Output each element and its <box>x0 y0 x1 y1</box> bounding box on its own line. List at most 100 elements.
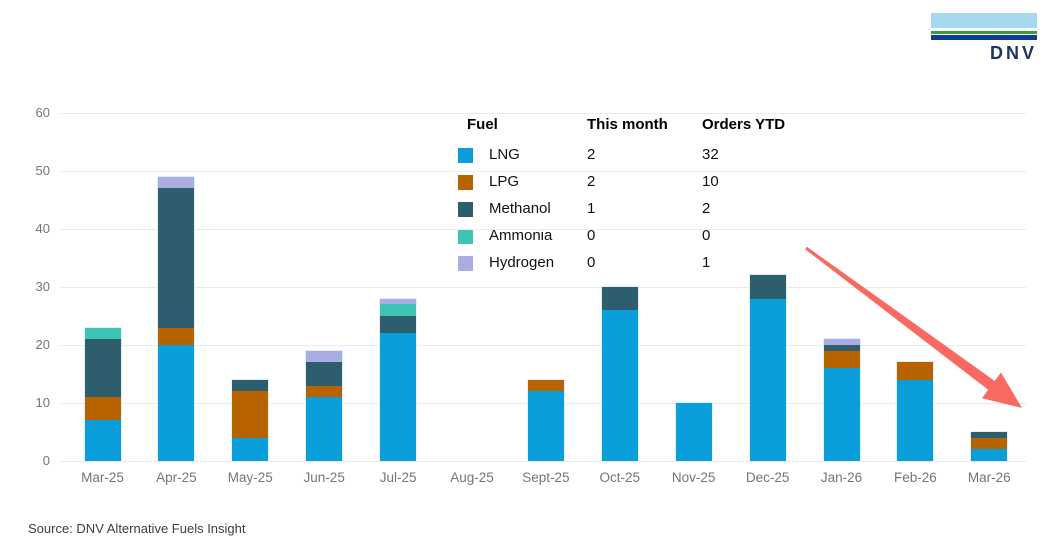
bar-segment-lpg-jan-26 <box>823 350 860 369</box>
bar-segment-lng-mar-26 <box>971 449 1008 461</box>
gridline-y-30 <box>60 287 1026 288</box>
bar-segment-lpg-mar-25 <box>84 397 121 421</box>
bar-segment-lng-sept-25 <box>527 391 564 461</box>
y-tick-label-40: 40 <box>35 221 50 236</box>
bar-jul-25 <box>379 297 418 461</box>
x-axis-label-mar-25: Mar-25 <box>81 470 124 485</box>
bar-segment-lng-jul-25 <box>380 333 417 461</box>
legend-row-methanol: Methanol 1 2 <box>458 199 818 226</box>
x-axis-label-jun-25: Jun-25 <box>303 470 345 485</box>
legend-orders-ytd-value: 1 <box>702 254 711 271</box>
bar-segment-lpg-may-25 <box>232 391 269 438</box>
y-tick-label-60: 60 <box>35 105 50 120</box>
x-axis-label-mar-26: Mar-26 <box>967 470 1011 485</box>
x-axis-label-feb-26: Feb-26 <box>894 470 937 485</box>
y-tick-label-10: 10 <box>35 395 50 410</box>
legend-this-month-value: 0 <box>587 254 596 271</box>
legend-this-month-value: 2 <box>587 146 596 163</box>
bar-segment-methanol-may-25 <box>232 379 269 392</box>
bar-mar-26 <box>970 431 1009 461</box>
legend-header-orders-ytd: Orders YTD <box>702 116 786 133</box>
bar-segment-lng-jun-25 <box>306 397 343 461</box>
bar-segment-methanol-apr-25 <box>158 188 195 328</box>
gridline-y-20 <box>60 345 1026 346</box>
legend-row-ammonia: Ammonia 0 0 <box>458 226 818 253</box>
legend-row-lpg: LPG 2 10 <box>458 172 818 199</box>
bar-sept-25 <box>526 378 565 461</box>
gridline-y-0 <box>60 461 1026 462</box>
x-axis-label-jul-25: Jul-25 <box>379 470 417 485</box>
legend-this-month-value: 1 <box>587 200 596 217</box>
legend-header-fuel: Fuel <box>467 116 498 133</box>
bar-segment-methanol-mar-25 <box>84 339 121 398</box>
bar-apr-25 <box>157 175 196 461</box>
lng-color-swatch-icon <box>458 148 473 163</box>
hydrogen-color-swatch-icon <box>458 256 473 271</box>
legend-orders-ytd-value: 10 <box>702 173 719 190</box>
bar-segment-lng-feb-26 <box>897 379 934 461</box>
bar-segment-lpg-apr-25 <box>158 327 195 345</box>
logo-lightblue-bar <box>931 13 1037 28</box>
legend-row-lng: LNG 2 32 <box>458 145 818 172</box>
bar-jan-26 <box>822 338 861 461</box>
bar-feb-26 <box>896 361 935 461</box>
legend-header-this-month: This month <box>587 116 668 133</box>
bar-segment-lng-dec-25 <box>749 298 786 461</box>
source-caption: Source: DNV Alternative Fuels Insight <box>28 521 246 536</box>
y-tick-label-50: 50 <box>35 163 50 178</box>
bar-segment-hydrogen-jul-25 <box>380 298 417 305</box>
bar-segment-hydrogen-apr-25 <box>158 176 195 189</box>
bar-segment-methanol-oct-25 <box>601 287 638 311</box>
x-axis-label-nov-25: Nov-25 <box>671 470 716 485</box>
legend-orders-ytd-value: 32 <box>702 146 719 163</box>
logo-darkblue-bar <box>931 35 1037 40</box>
legend-fuel-name: LNG <box>489 146 520 163</box>
legend-this-month-value: 0 <box>587 227 596 244</box>
x-axis-label-may-25: May-25 <box>227 470 273 485</box>
bar-mar-25 <box>83 326 122 461</box>
bar-segment-methanol-jun-25 <box>306 362 343 386</box>
y-tick-label-0: 0 <box>42 453 50 468</box>
bar-segment-ammonia-mar-25 <box>84 327 121 340</box>
gridline-y-60 <box>60 113 1026 114</box>
bar-segment-lng-nov-25 <box>675 403 712 461</box>
bar-segment-lpg-jun-25 <box>306 385 343 398</box>
gridline-y-50 <box>60 171 1026 172</box>
logo-brand-text: DNV <box>989 43 1037 63</box>
x-axis-label-jan-26: Jan-26 <box>820 470 863 485</box>
bar-segment-lpg-mar-26 <box>971 437 1008 450</box>
legend-orders-ytd-value: 2 <box>702 200 711 217</box>
legend-this-month-value: 2 <box>587 173 596 190</box>
bar-dec-25 <box>748 274 787 461</box>
bar-segment-hydrogen-jun-25 <box>306 350 343 363</box>
stacked-bar-chart: Mar-25 Apr-25 May-25 Jun-25 Jul-25 Aug-25 Sept… <box>60 113 1026 485</box>
gridline-y-40 <box>60 229 1026 230</box>
x-axis-label-aug-25: Aug-25 <box>450 470 494 485</box>
legend-fuel-name: Ammonia <box>489 227 553 244</box>
legend-fuel-name: Hydrogen <box>489 254 555 271</box>
bar-segment-lpg-feb-26 <box>897 362 934 380</box>
logo-green-bar <box>931 31 1037 34</box>
bar-segment-methanol-jul-25 <box>380 316 417 334</box>
bar-segment-lng-mar-25 <box>84 420 121 461</box>
bar-oct-25 <box>600 286 639 461</box>
x-axis-label-dec-25: Dec-25 <box>745 470 790 485</box>
legend-fuel-name: Methanol <box>489 200 551 217</box>
lpg-color-swatch-icon <box>458 175 473 190</box>
x-axis-label-sept-25: Sept-25 <box>522 470 570 485</box>
x-axis-label-oct-25: Oct-25 <box>599 470 641 485</box>
bar-segment-lng-jan-26 <box>823 368 860 461</box>
ammonia-color-swatch-icon <box>458 229 473 244</box>
bar-segment-lng-may-25 <box>232 437 269 461</box>
bar-segment-ammonia-jul-25 <box>380 304 417 317</box>
y-tick-label-20: 20 <box>35 337 50 352</box>
x-axis-label-apr-25: Apr-25 <box>156 470 197 485</box>
methanol-color-swatch-icon <box>458 202 473 217</box>
dnv-logo: DNV <box>931 13 1037 64</box>
legend-fuel-name: LPG <box>489 173 520 190</box>
y-tick-label-30: 30 <box>35 279 50 294</box>
bar-may-25 <box>231 378 270 461</box>
bar-jun-25 <box>305 349 344 461</box>
bar-segment-methanol-dec-25 <box>749 275 786 299</box>
bar-segment-methanol-mar-26 <box>971 432 1008 438</box>
